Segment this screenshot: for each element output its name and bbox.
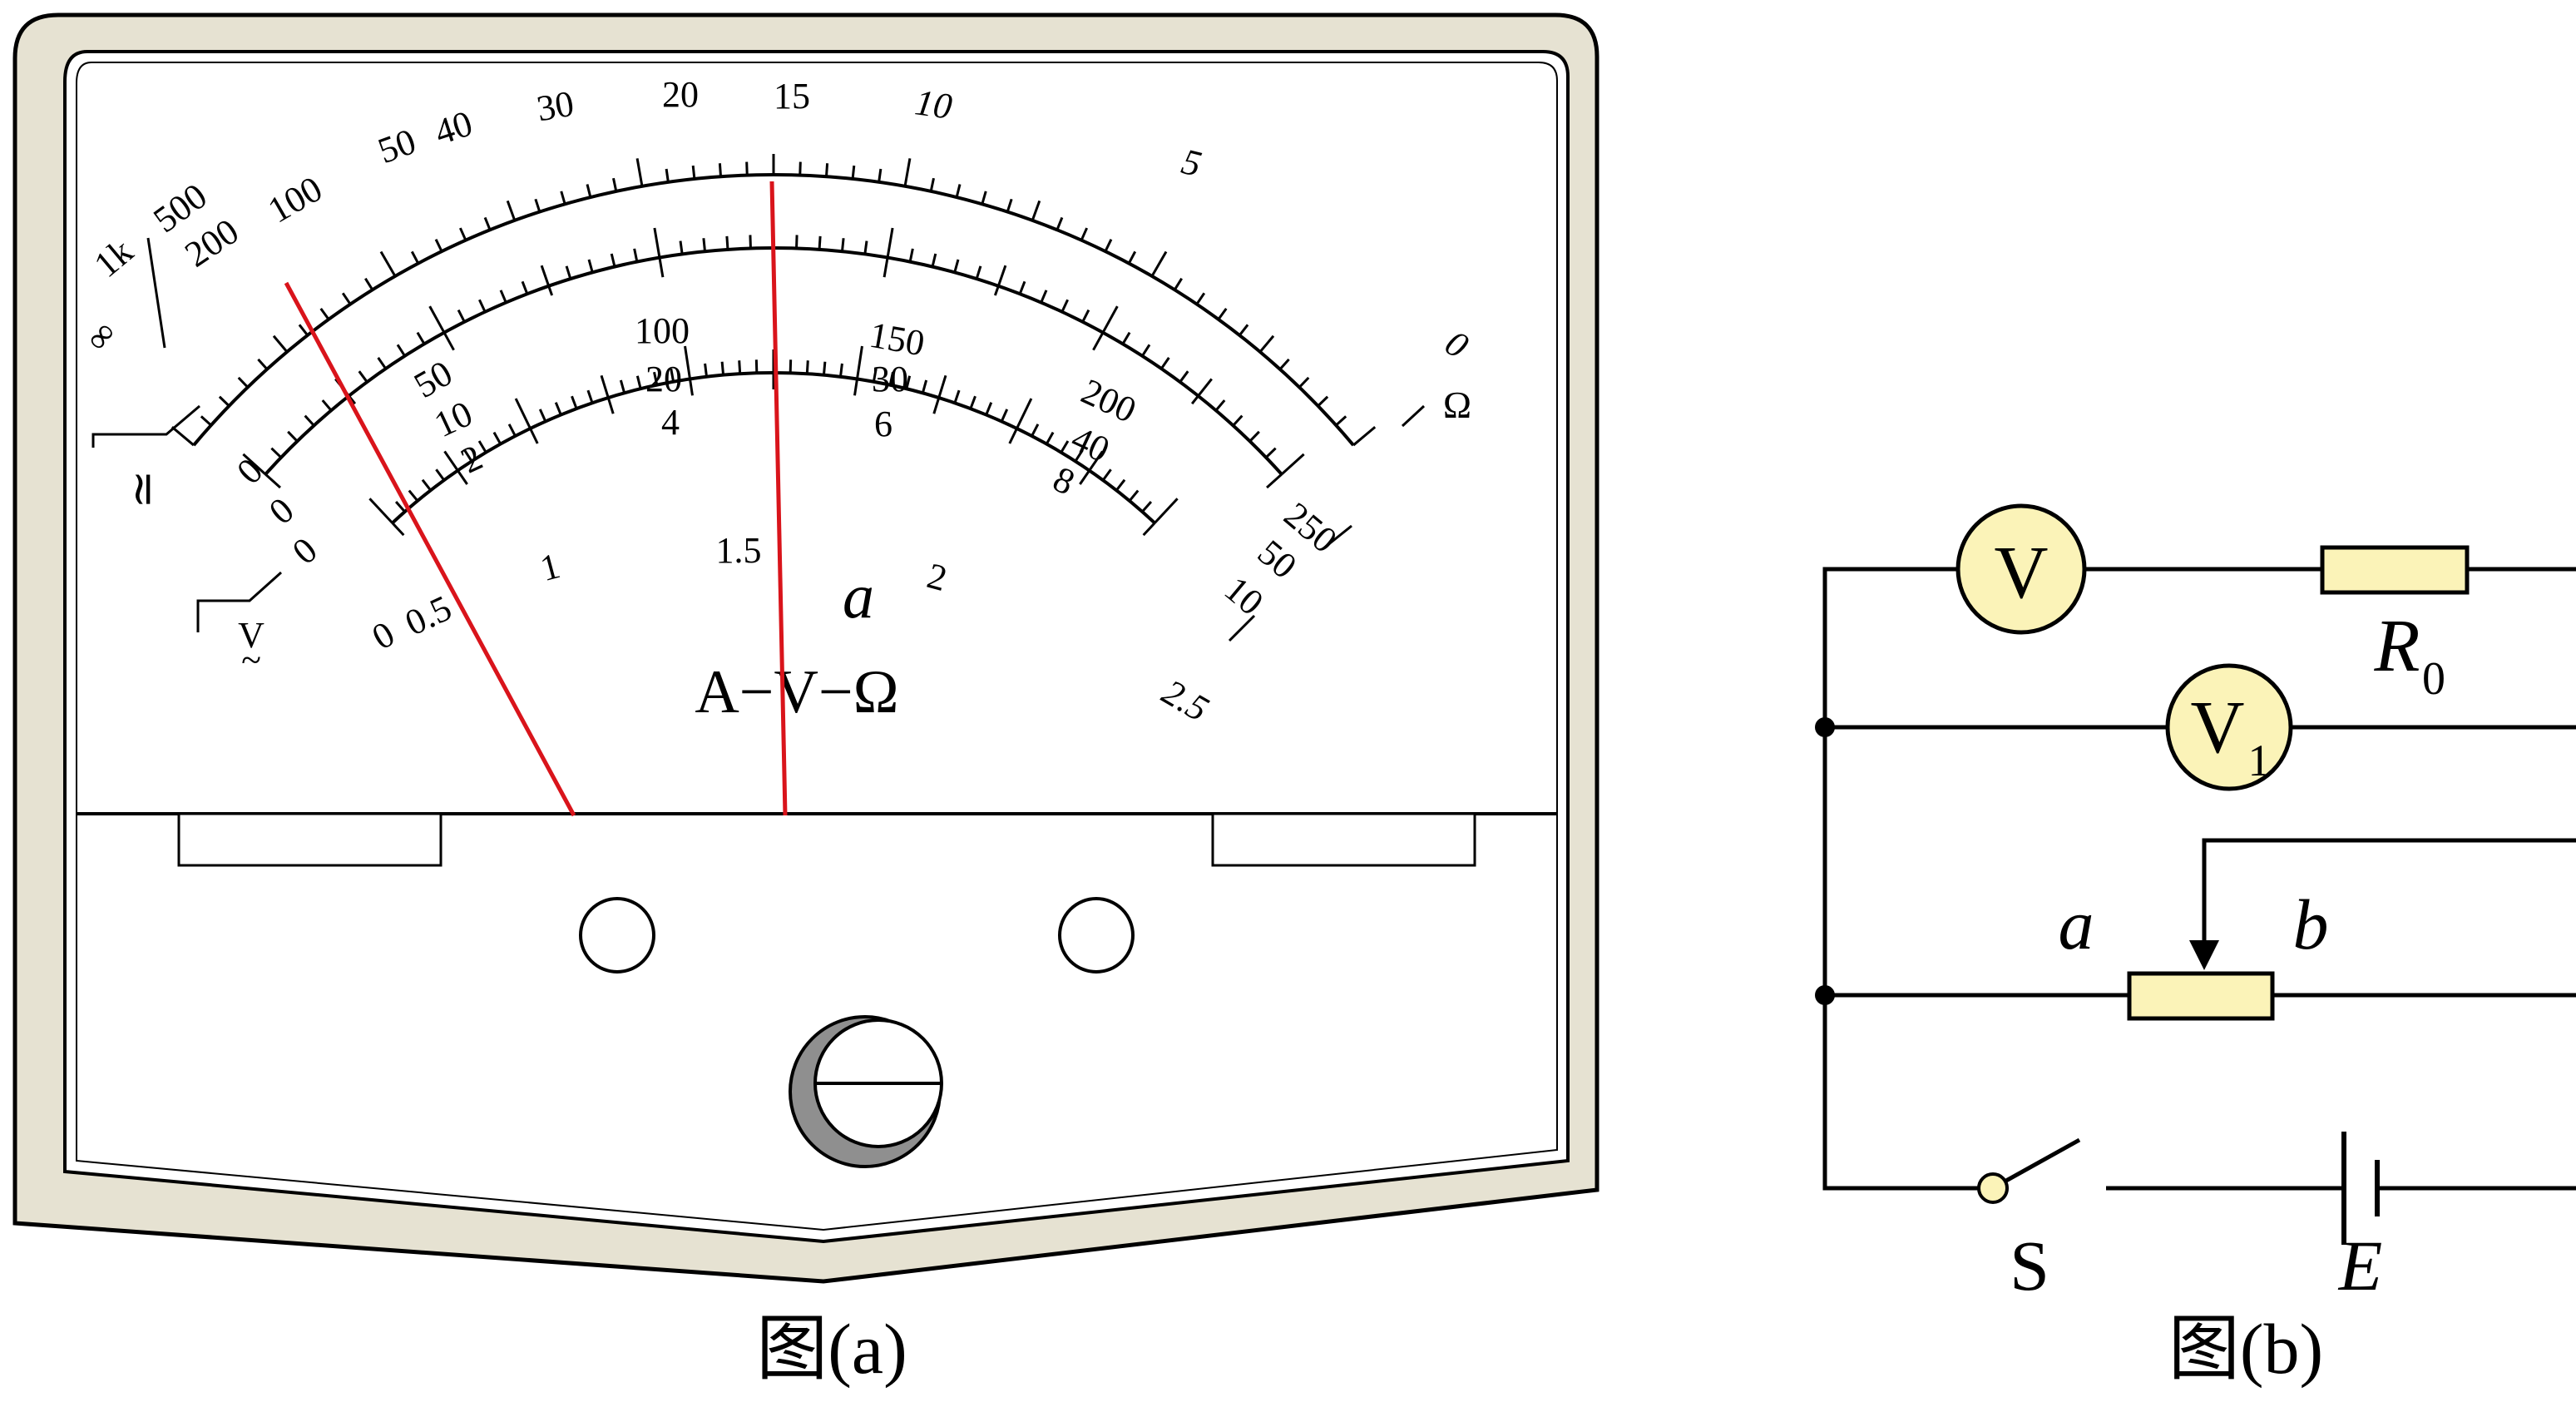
dc-symbol: ≃ <box>117 470 169 509</box>
rheostat-end-a: a <box>2059 884 2094 964</box>
ohm-label-10: 10 <box>912 82 954 127</box>
ac-scale-tick <box>722 362 723 375</box>
terminal-hole-left-icon <box>581 899 654 972</box>
ohm-label-30: 30 <box>534 83 577 130</box>
rheostat-icon <box>2129 974 2272 1018</box>
dc10-label-4: 4 <box>661 402 680 443</box>
resistor-r0-icon <box>2322 547 2467 592</box>
rheostat-end-b: b <box>2293 884 2329 964</box>
dc50-label-30: 30 <box>872 359 908 399</box>
dc-scale-tick <box>680 241 682 255</box>
dc50-label-20: 20 <box>645 359 682 399</box>
meter-slot-right <box>1213 814 1475 865</box>
wire-rheostat-right <box>2272 995 2576 1188</box>
ac-scale-tick <box>705 364 707 377</box>
switch-lever[interactable] <box>2005 1140 2079 1182</box>
ohm-scale-tick <box>800 162 801 176</box>
ohm-label-20: 20 <box>662 74 699 115</box>
ohm-label-15: 15 <box>774 76 810 116</box>
slider-arrow-icon <box>2189 940 2219 970</box>
resistor-r0-subscript: 0 <box>2422 653 2445 705</box>
dc-scale-tick <box>750 235 751 248</box>
ohm-scale-tick <box>853 166 854 179</box>
voltmeter-v1-label: V <box>2191 686 2245 769</box>
ohm-unit-symbol: Ω <box>1443 384 1471 426</box>
voltmeter-v1-subscript: 1 <box>2248 736 2271 785</box>
adjust-screw-icon[interactable] <box>790 1017 942 1167</box>
meter-needle-letter: a <box>843 562 874 632</box>
ohm-scale-tick <box>693 166 695 179</box>
meter-center-label: A−V−Ω <box>695 658 898 726</box>
circuit-figure <box>1825 569 2576 1188</box>
dc10-label-6: 6 <box>874 404 892 444</box>
wire-top-left <box>1825 569 1993 1188</box>
switch-pivot-icon <box>1979 1174 2007 1202</box>
voltmeter-v-label: V <box>1995 532 2049 614</box>
dc-scale-tick <box>704 238 705 251</box>
circuit-caption: 图(b) <box>2168 1309 2323 1389</box>
ac-scale-tick <box>807 360 808 374</box>
dc-scale-tick <box>727 236 728 250</box>
dc-scale-tick <box>842 238 843 251</box>
dc-scale-tick <box>797 235 798 248</box>
ohm-scale-tick <box>747 162 748 176</box>
circuit-components: V R 0 V 1 a b S E 图(b) <box>1815 506 2576 1389</box>
dc-scale-tick <box>819 236 820 250</box>
ohm-scale-tick <box>826 163 827 176</box>
switch-label: S <box>2010 1226 2049 1306</box>
meter-figure: ∞ 1k 500 200 100 50 40 30 20 15 10 5 0 Ω… <box>15 15 1597 1389</box>
meter-slot-left <box>179 814 441 865</box>
dc-scale-tick <box>865 241 867 255</box>
ac-label-1.5: 1.5 <box>716 530 762 571</box>
ac-scale-tick <box>840 364 842 377</box>
ac-scale-tick <box>823 362 824 375</box>
resistor-r0-letter: R <box>2374 605 2420 687</box>
meter-caption: 图(a) <box>756 1309 907 1389</box>
ohm-scale-tick <box>719 163 720 176</box>
junction-dot <box>1815 717 1835 737</box>
dc250-label-100: 100 <box>635 310 690 351</box>
junction-dot <box>1815 985 1835 1005</box>
ac-scale-tick <box>739 360 740 374</box>
battery-label: E <box>2337 1226 2383 1306</box>
terminal-hole-right-icon <box>1060 899 1133 972</box>
ac-symbol-bottom: ~ <box>241 640 261 681</box>
